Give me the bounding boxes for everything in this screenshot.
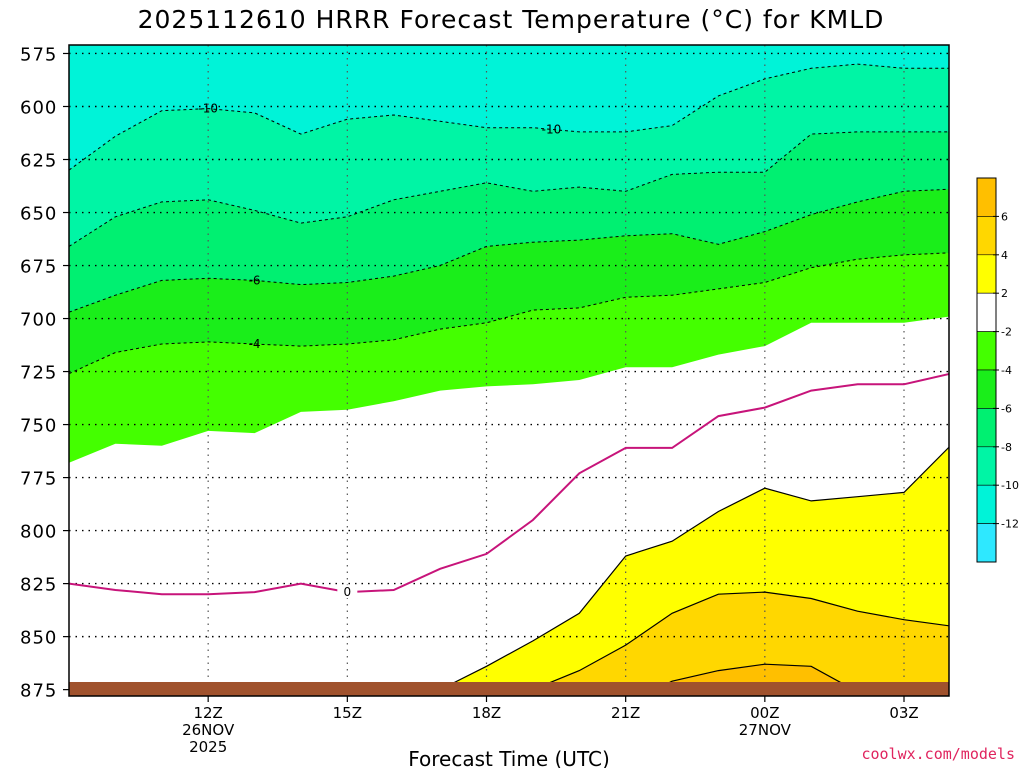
y-tick-label: 650 [20, 204, 57, 225]
y-tick-label: 850 [20, 628, 57, 649]
y-tick-label: 725 [20, 363, 57, 384]
colorbar-tick-label: 2 [1001, 287, 1008, 300]
contour-lines [69, 63, 949, 696]
x-tick-label: 18Z [472, 704, 501, 722]
contour-line-4 [511, 591, 949, 696]
y-tick-label: 675 [20, 257, 57, 278]
x-axis-label: Forecast Time (UTC) [408, 747, 610, 768]
x-tick-label: 15Z [333, 704, 362, 722]
grid-lines [69, 45, 949, 696]
contour-line--8 [69, 131, 949, 247]
colorbar-tick-label: 6 [1001, 210, 1008, 223]
y-tick-label: 575 [20, 44, 57, 65]
contour-line-2 [414, 446, 949, 696]
contour-label--6: -6 [249, 273, 261, 287]
contour-label--10: -10 [542, 122, 562, 136]
colorbar-tick-label: -6 [1001, 402, 1012, 415]
contour-line--10 [69, 63, 949, 171]
contour-line-0 [69, 372, 949, 596]
y-tick-label: 625 [20, 151, 57, 172]
contour-label-bg [337, 585, 358, 599]
colorbar-swatch [976, 484, 997, 524]
x-tick-label: 12Z [193, 704, 222, 722]
colorbar-swatch [976, 369, 997, 409]
x-tick-label: 27NOV [739, 721, 792, 739]
contour-label-0: 0 [344, 585, 352, 599]
contour-line--6 [69, 188, 949, 313]
y-tick-label: 750 [20, 416, 57, 437]
y-tick-label: 700 [20, 310, 57, 331]
contour-label--10: -10 [198, 102, 218, 116]
plot-area [69, 45, 949, 696]
colorbar-tick-label: -10 [1001, 479, 1019, 492]
contour-line-6 [641, 663, 876, 696]
y-tick-label: 875 [20, 681, 57, 702]
colorbar-swatch [976, 446, 997, 486]
colorbar-swatch [976, 408, 997, 448]
credit-text: coolwx.com/models [861, 745, 1015, 763]
temperature-fills [69, 45, 949, 696]
colorbar-swatch [976, 177, 997, 217]
y-tick-label: 600 [20, 97, 57, 118]
x-tick-label: 21Z [611, 704, 640, 722]
colorbar-tick-label: -4 [1001, 364, 1012, 377]
colorbar-swatch [976, 523, 997, 563]
plot-frame [68, 44, 950, 697]
terrain-band [69, 682, 949, 696]
y-axis: 575 600 625 650 675 700 725 750 775 800 825 850 875 [20, 44, 69, 702]
colorbar-swatch [976, 254, 997, 294]
contour-label--4: -4 [249, 337, 261, 351]
colorbar: 6 4 2 -2 -4 -6 -8 -10 -12 [976, 177, 1019, 563]
colorbar-tick-label: -2 [1001, 326, 1012, 339]
contour-labels: -10 -10 -6 -4 0 [198, 102, 561, 599]
contour-line--4 [69, 252, 949, 375]
x-tick-label: 2025 [189, 738, 227, 756]
colorbar-swatch [976, 331, 997, 371]
x-tick-label: 03Z [889, 704, 918, 722]
y-tick-label: 825 [20, 575, 57, 596]
x-tick-label: 26NOV [182, 721, 235, 739]
chart-title: 2025112610 HRRR Forecast Temperature (°C… [138, 5, 885, 34]
colorbar-tick-label: -8 [1001, 441, 1012, 454]
colorbar-tick-label: -12 [1001, 518, 1019, 531]
y-tick-label: 800 [20, 522, 57, 543]
colorbar-swatch [976, 292, 997, 332]
x-tick-label: 00Z [750, 704, 779, 722]
fill-band-4 [512, 592, 949, 696]
y-tick-label: 775 [20, 469, 57, 490]
colorbar-swatch [976, 216, 997, 256]
colorbar-tick-label: 4 [1001, 249, 1008, 262]
